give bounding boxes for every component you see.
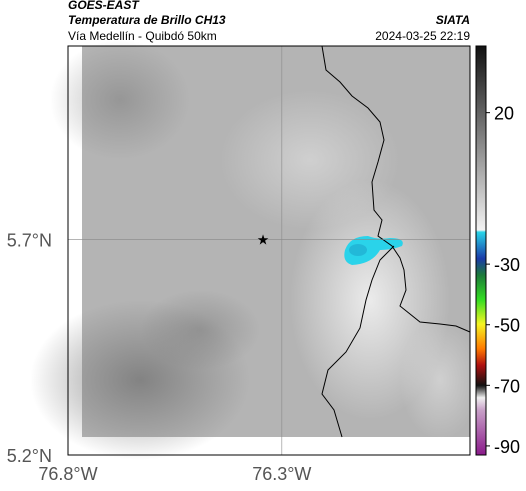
colorbar-tick-label: -70: [494, 376, 520, 396]
city-marker: ★: [257, 232, 270, 248]
x-tick-label: 76.3°W: [252, 464, 311, 484]
borders: [321, 45, 471, 438]
colorbar-tick-label: -90: [494, 437, 520, 457]
colorbar: [475, 45, 487, 456]
map-frame: [67, 45, 471, 456]
datetime: 2024-03-25 22:19: [375, 29, 470, 43]
y-tick-label: 5.2°N: [7, 446, 52, 466]
satellite-image: [30, 40, 480, 460]
title: Temperatura de Brillo CH13: [68, 13, 226, 27]
y-tick-label: 5.7°N: [7, 231, 52, 251]
colorbar-tick-label: 20: [494, 104, 514, 124]
subtitle: Vía Medellín - Quibdó 50km: [68, 29, 217, 43]
source: SIATA: [436, 13, 470, 27]
x-tick-label: 76.8°W: [38, 464, 97, 484]
colorbar-tick-label: -50: [494, 316, 520, 336]
product: GOES-EAST: [68, 0, 140, 12]
labels: 76.8°W 76.3°W 5.7°N 5.2°N 20 -30 -50 -70 -90: [7, 104, 520, 484]
colorbar-tick-label: -30: [494, 255, 520, 275]
